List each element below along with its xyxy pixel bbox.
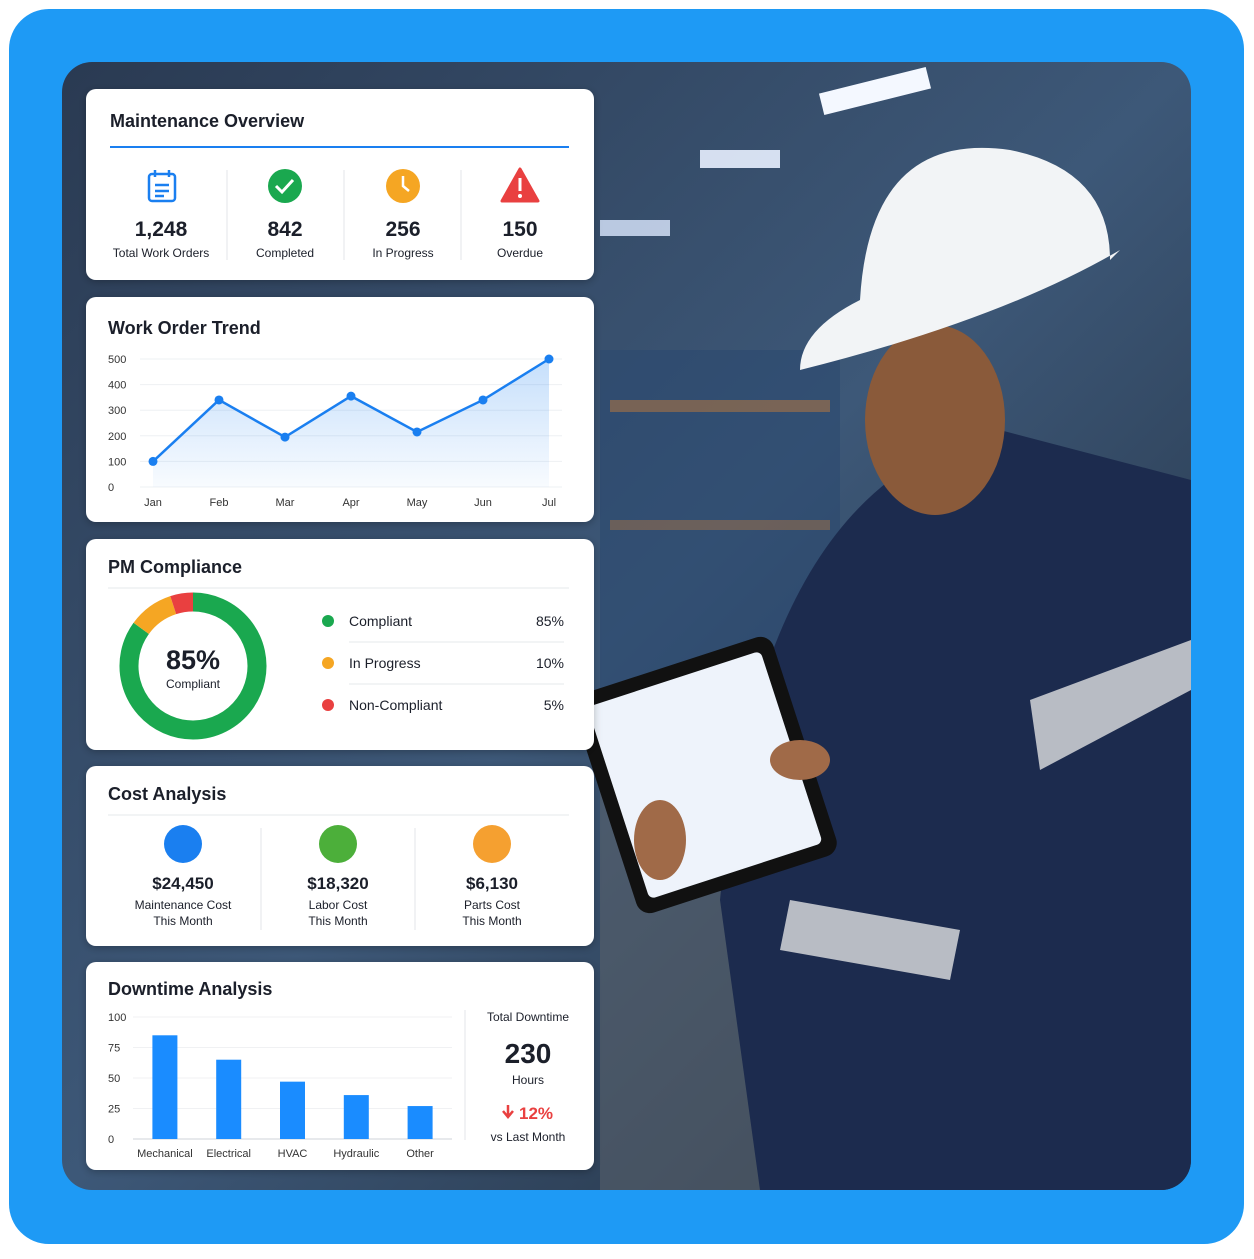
stat-value: 842 xyxy=(267,218,302,241)
legend-value: 10% xyxy=(536,655,564,671)
x-tick-label: Feb xyxy=(210,497,229,509)
bar xyxy=(216,1059,242,1139)
x-tick-label: Jul xyxy=(542,497,556,509)
cost-label: This Month xyxy=(462,914,521,928)
point xyxy=(214,395,224,405)
x-tick-label: Apr xyxy=(342,497,359,509)
y-tick-label: 500 xyxy=(108,354,126,366)
donut-segment xyxy=(119,592,267,740)
card-title: Maintenance Overview xyxy=(110,111,305,131)
legend-label: In Progress xyxy=(349,655,421,671)
point xyxy=(148,456,158,466)
cost-value: $24,450 xyxy=(152,874,213,893)
x-tick-label: May xyxy=(407,497,428,509)
icon-clipboard xyxy=(147,170,177,203)
point xyxy=(280,432,290,442)
card-title: PM Compliance xyxy=(108,557,242,577)
stat-label: In Progress xyxy=(372,246,433,260)
x-tick-label: Jan xyxy=(144,497,162,509)
cost-icon xyxy=(473,825,511,863)
y-tick-label: 25 xyxy=(108,1104,120,1116)
downtime-note: vs Last Month xyxy=(491,1130,566,1144)
divider xyxy=(226,170,462,260)
y-tick-label: 100 xyxy=(108,1012,126,1024)
downtime-change: 12% xyxy=(519,1104,553,1123)
card xyxy=(86,962,594,1170)
card-title: Cost Analysis xyxy=(108,784,226,804)
downtime-total: 230 xyxy=(505,1038,552,1069)
bar xyxy=(343,1095,369,1139)
downtime-heading: Total Downtime xyxy=(487,1010,569,1024)
y-tick-label: 300 xyxy=(108,405,126,417)
cost-icon xyxy=(319,825,357,863)
x-tick-label: Mechanical xyxy=(137,1148,193,1160)
legend-label: Compliant xyxy=(349,613,412,629)
stat-value: 1,248 xyxy=(135,218,188,241)
icon-check xyxy=(268,169,302,203)
x-tick-label: Hydraulic xyxy=(333,1148,379,1160)
y-tick-label: 50 xyxy=(108,1073,120,1085)
donut-segment xyxy=(133,596,177,635)
point xyxy=(346,391,356,401)
y-tick-label: 0 xyxy=(108,482,114,494)
down-arrow xyxy=(502,1105,514,1119)
x-tick-label: Other xyxy=(406,1148,434,1160)
downtime-unit: Hours xyxy=(512,1073,544,1087)
area xyxy=(153,359,549,487)
stat-label: Overdue xyxy=(497,246,543,260)
legend-dot xyxy=(322,699,334,711)
stat-value: 256 xyxy=(385,218,420,241)
legend-value: 5% xyxy=(544,697,564,713)
card xyxy=(86,539,594,750)
x-tick-label: Jun xyxy=(474,497,492,509)
y-tick-label: 0 xyxy=(108,1134,114,1146)
point xyxy=(478,395,488,405)
donut-segment xyxy=(170,592,194,615)
x-tick-label: Electrical xyxy=(206,1148,251,1160)
icon-clock xyxy=(386,169,420,203)
point xyxy=(544,354,554,364)
cost-label: This Month xyxy=(308,914,367,928)
legend-label: Non-Compliant xyxy=(349,697,442,713)
x-tick-label: Mar xyxy=(276,497,295,509)
donut-center-value: 85% xyxy=(166,645,220,675)
cost-label: Maintenance Cost xyxy=(135,898,232,912)
stat-label: Completed xyxy=(256,246,314,260)
legend-dot xyxy=(322,615,334,627)
bar xyxy=(280,1081,305,1139)
donut-center-label: Compliant xyxy=(166,677,221,691)
cost-label: Labor Cost xyxy=(309,898,368,912)
stat-value: 150 xyxy=(502,218,537,241)
point xyxy=(412,427,422,437)
stat-label: Total Work Orders xyxy=(113,246,209,260)
cost-value: $6,130 xyxy=(466,874,518,893)
icon-warning xyxy=(500,167,540,203)
divider xyxy=(260,828,416,930)
card xyxy=(86,89,594,280)
y-tick-label: 100 xyxy=(108,456,126,468)
x-tick-label: HVAC xyxy=(278,1148,308,1160)
card-title: Downtime Analysis xyxy=(108,979,272,999)
legend-dot xyxy=(322,657,334,669)
card-title: Work Order Trend xyxy=(108,318,261,338)
cost-icon xyxy=(164,825,202,863)
cost-label: Parts Cost xyxy=(464,898,521,912)
cost-value: $18,320 xyxy=(307,874,368,893)
legend-value: 85% xyxy=(536,613,564,629)
bar xyxy=(152,1035,178,1139)
y-tick-label: 200 xyxy=(108,431,126,443)
cost-label: This Month xyxy=(153,914,212,928)
y-tick-label: 400 xyxy=(108,380,126,392)
y-tick-label: 75 xyxy=(108,1043,120,1055)
bar xyxy=(407,1106,433,1139)
